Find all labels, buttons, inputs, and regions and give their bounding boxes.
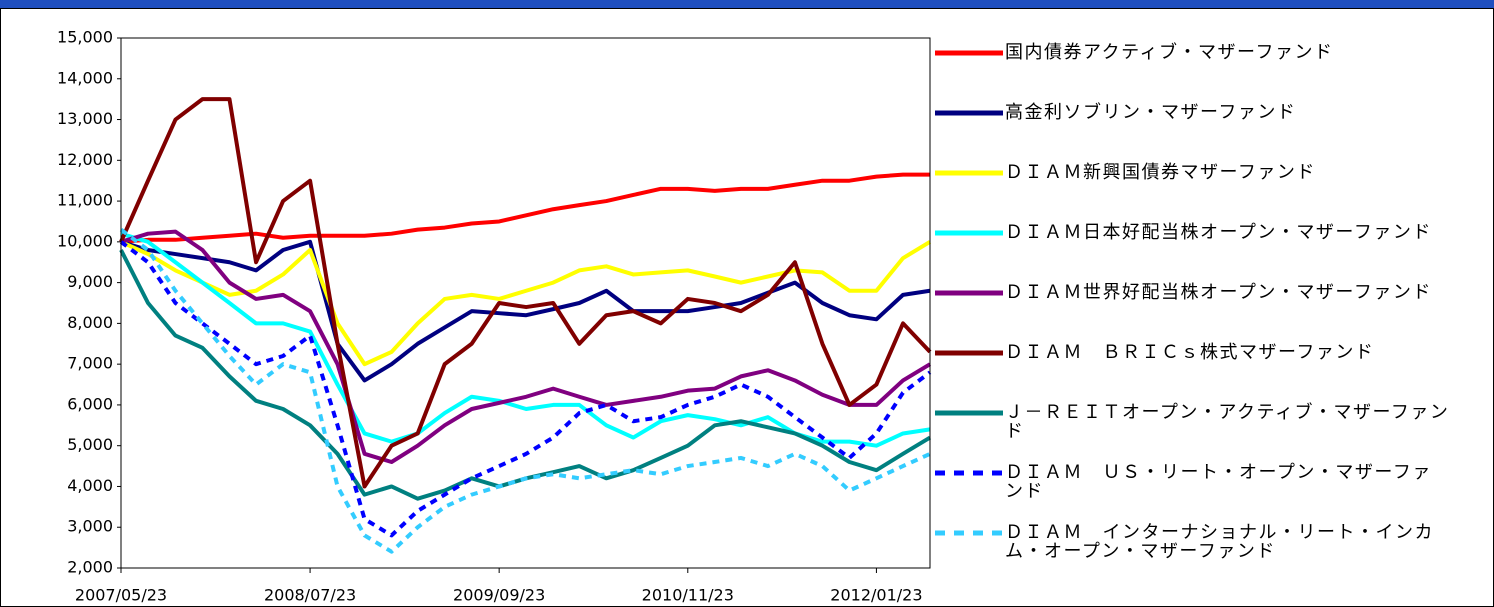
- y-tick-label: 7,000: [67, 354, 113, 373]
- y-tick-label: 10,000: [57, 231, 113, 250]
- y-tick-label: 8,000: [67, 313, 113, 332]
- y-tick-label: 13,000: [57, 109, 113, 128]
- series-line: [120, 240, 932, 367]
- y-tick-label: 6,000: [67, 394, 113, 413]
- y-tick-label: 2,000: [67, 558, 113, 577]
- y-tick-label: 14,000: [57, 68, 113, 87]
- y-tick-label: 3,000: [67, 517, 113, 536]
- legend-label: ＤＩＡＭ ＢＲＩＣｓ株式マザーファンド: [1005, 342, 1375, 363]
- legend-label: ＤＩＡＭ世界好配当株オープン・マザーファンド: [1005, 282, 1432, 303]
- series-line: [120, 229, 932, 464]
- x-tick-label: 2009/09/23: [453, 586, 545, 605]
- legend-label: ＤＩＡＭ新興国債券マザーファンド: [1005, 162, 1316, 183]
- legend-label: ＤＩＡＭ インターナショナル・リート・インカム・オープン・マザーファンド: [1005, 522, 1434, 562]
- title-bar: [0, 0, 1494, 8]
- y-tick-label: 11,000: [57, 191, 113, 210]
- series-line: [120, 239, 931, 383]
- legend-label: ＤＩＡＭ ＵＳ・リート・オープン・マザーファンド: [1005, 462, 1432, 502]
- y-tick-label: 4,000: [67, 476, 113, 495]
- plot-border: [120, 37, 931, 569]
- x-tick-label: 2008/07/23: [264, 586, 356, 605]
- x-tick-label: 2010/11/23: [642, 586, 734, 605]
- legend-label: 国内債券アクティブ・マザーファンド: [1005, 42, 1334, 63]
- legend-label: ＤＩＡＭ日本好配当株オープン・マザーファンド: [1005, 222, 1432, 243]
- x-tick-label: 2007/05/23: [75, 586, 167, 605]
- series-line: [119, 240, 932, 538]
- legend-label: Ｊ－ＲＥＩＴオープン・アクティブ・マザーファンド: [1005, 402, 1450, 442]
- x-tick-label: 2012/01/23: [830, 586, 922, 605]
- y-tick-label: 12,000: [57, 150, 113, 169]
- legend-label: 高金利ソブリン・マザーファンド: [1005, 102, 1297, 123]
- series-line: [119, 228, 931, 554]
- series-line: [119, 97, 932, 489]
- series-line: [120, 172, 930, 244]
- y-tick-label: 5,000: [67, 435, 113, 454]
- y-tick-label: 15,000: [57, 28, 113, 47]
- series-line: [119, 249, 932, 501]
- y-tick-label: 9,000: [67, 272, 113, 291]
